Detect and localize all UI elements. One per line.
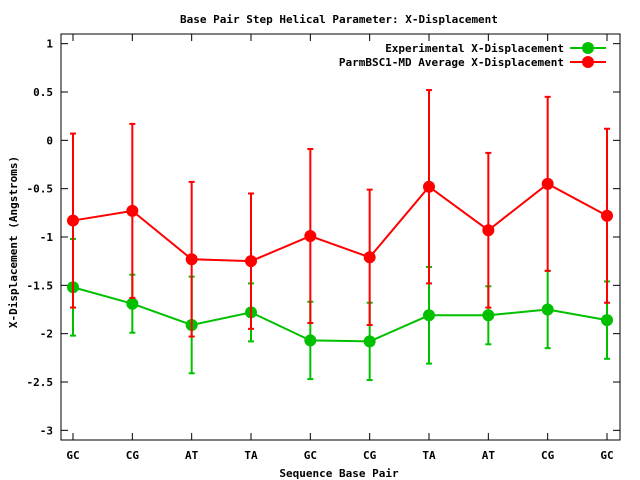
data-point bbox=[245, 255, 257, 268]
series-line bbox=[72, 286, 608, 343]
y-axis-label: X-Displacement (Angstroms) bbox=[7, 156, 20, 328]
x-tick-label: GC bbox=[600, 449, 613, 462]
data-point bbox=[67, 214, 79, 227]
data-point bbox=[126, 204, 139, 217]
data-point bbox=[304, 334, 317, 347]
x-tick-label: GC bbox=[304, 449, 317, 462]
x-tick-label: TA bbox=[422, 449, 436, 462]
legend-label: ParmBSC1-MD Average X-Displacement bbox=[339, 56, 564, 69]
data-point bbox=[126, 297, 139, 310]
data-point bbox=[423, 180, 435, 193]
data-point bbox=[482, 309, 495, 322]
legend-marker bbox=[582, 56, 594, 68]
legend-marker bbox=[582, 42, 594, 54]
data-point bbox=[541, 303, 554, 316]
y-tick-label: -2.5 bbox=[27, 376, 54, 389]
series-1 bbox=[67, 237, 613, 382]
y-tick-label: 1 bbox=[46, 38, 53, 51]
data-point bbox=[185, 253, 198, 266]
data-point bbox=[423, 309, 435, 322]
data-point bbox=[601, 209, 613, 222]
data-point bbox=[601, 314, 613, 327]
x-tick-label: CG bbox=[363, 449, 377, 462]
legend-label: Experimental X-Displacement bbox=[385, 42, 564, 55]
y-tick-label: 0.5 bbox=[33, 86, 53, 99]
series-line bbox=[72, 182, 608, 263]
x-tick-label: GC bbox=[66, 449, 79, 462]
data-point bbox=[304, 230, 317, 243]
plot-frame bbox=[60, 33, 621, 441]
chart-title: Base Pair Step Helical Parameter: X-Disp… bbox=[180, 13, 498, 26]
data-point bbox=[363, 251, 376, 264]
y-tick-label: -0.5 bbox=[27, 183, 54, 196]
x-tick-label: CG bbox=[126, 449, 140, 462]
y-tick-label: -1.5 bbox=[27, 279, 54, 292]
series-2 bbox=[67, 89, 613, 338]
x-tick-label: AT bbox=[482, 449, 496, 462]
data-point bbox=[482, 224, 495, 237]
y-tick-label: 0 bbox=[46, 134, 53, 147]
y-tick-label: -1 bbox=[40, 231, 54, 244]
plot-area: 1 0.5 0 -0.5 -1 -1.5 -2 -2.5 -3 GC CG AT TA GC CG TA AT C… bbox=[27, 33, 621, 462]
data-point bbox=[541, 177, 554, 190]
x-axis-label: Sequence Base Pair bbox=[279, 467, 399, 480]
x-tick-label: TA bbox=[244, 449, 258, 462]
data-point bbox=[363, 335, 376, 348]
y-tick-label: -2 bbox=[40, 328, 53, 341]
x-tick-label: CG bbox=[541, 449, 555, 462]
x-tick-label: AT bbox=[185, 449, 199, 462]
y-tick-label: -3 bbox=[40, 424, 53, 437]
